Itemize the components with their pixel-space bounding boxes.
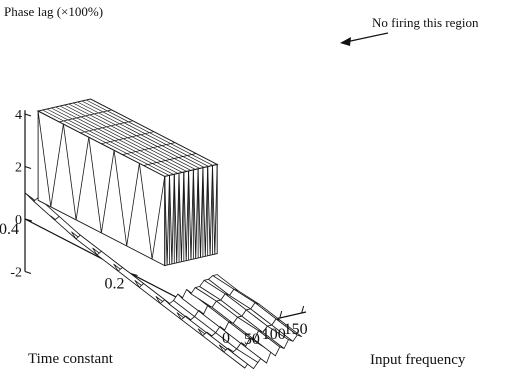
plateau-grid-line bbox=[59, 109, 112, 123]
y-tick-mark bbox=[130, 273, 138, 276]
x-tick-label: 100 bbox=[262, 326, 286, 343]
x-tick-mark bbox=[279, 310, 283, 319]
plateau-grid-line bbox=[101, 131, 155, 145]
z-tick-mark bbox=[24, 113, 32, 117]
plateau-side-tooth bbox=[63, 124, 90, 220]
plateau-grid-line bbox=[80, 120, 133, 134]
plateau-comb-tooth bbox=[183, 170, 190, 261]
plateau-side-tooth bbox=[88, 137, 115, 233]
plateau-comb-tooth bbox=[173, 173, 180, 263]
plateau-comb-tooth bbox=[212, 164, 218, 255]
plateau-side-tooth bbox=[113, 150, 140, 247]
x-tick-mark bbox=[301, 305, 305, 314]
surface-mesh bbox=[24, 98, 303, 370]
z-axis-label: Phase lag (×100%) bbox=[4, 4, 103, 19]
plateau-side-tooth bbox=[139, 163, 166, 260]
plateau-grid-line bbox=[143, 153, 197, 166]
plateau-comb-tooth bbox=[188, 169, 194, 260]
z-tick-label: 0 bbox=[15, 213, 22, 228]
z-tick-label: 2 bbox=[15, 161, 22, 176]
surface-cell bbox=[275, 318, 303, 338]
z-tick-mark bbox=[24, 271, 32, 274]
y-axis-label: Time constant bbox=[28, 351, 114, 367]
z-tick-label: -2 bbox=[10, 266, 22, 281]
plateau-comb-tooth bbox=[197, 167, 204, 258]
annotation-text: No firing this region bbox=[372, 15, 479, 30]
y-tick-label: 0 bbox=[222, 330, 230, 347]
y-tick-label: 0.4 bbox=[0, 221, 19, 238]
plateau-comb-tooth bbox=[169, 174, 175, 265]
plateau-comb-tooth bbox=[164, 175, 170, 266]
x-tick-label: 50 bbox=[244, 331, 260, 348]
plateau-side-tooth bbox=[37, 110, 64, 207]
plateau-comb-tooth bbox=[192, 168, 199, 259]
z-tick-mark bbox=[24, 166, 32, 169]
x-tick-label: 150 bbox=[284, 321, 308, 338]
x-axis-label: Input frequency bbox=[370, 352, 466, 368]
annotation-arrow bbox=[340, 32, 389, 46]
y-tick-label: 0.2 bbox=[105, 276, 125, 293]
plateau-comb-tooth bbox=[207, 165, 213, 256]
z-tick-label: 4 bbox=[15, 108, 22, 123]
plateau-comb-tooth bbox=[202, 166, 209, 257]
y-tick-mark bbox=[24, 218, 33, 222]
plateau-comb-tooth bbox=[178, 171, 185, 262]
plateau-grid-line bbox=[122, 142, 176, 155]
